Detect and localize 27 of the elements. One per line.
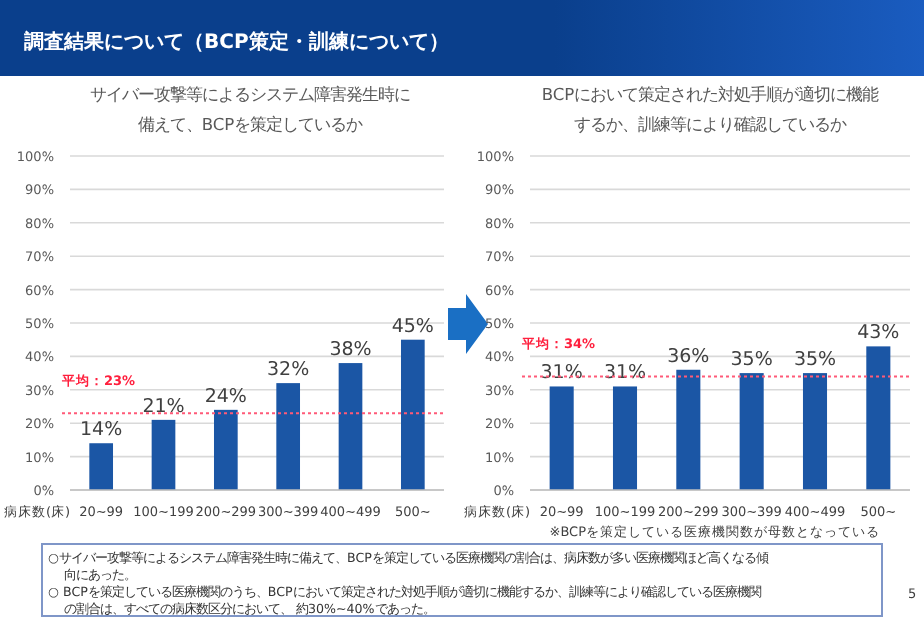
bar [612,386,638,490]
bar [400,339,425,490]
data-label: 35% [793,349,837,372]
data-label: 45% [391,315,434,338]
data-label: 14% [80,419,123,442]
data-label: 31% [540,362,583,385]
data-label: 31% [603,362,647,385]
data-label: 36% [667,345,710,368]
bar [213,409,238,490]
data-label: 21% [142,395,185,418]
bar [802,373,828,490]
data-label: 43% [857,322,900,345]
bar [338,363,363,490]
data-label: 32% [267,359,310,382]
text: 調査結果について（BCP策定・訓練について） [22,30,449,54]
bar [151,419,176,490]
chart-title: サイバー攻撃等によるシステム障害発生時に備えて、BCPを策定しているか [90,84,410,134]
data-label: 35% [730,349,773,372]
bar [676,369,701,490]
bar [739,373,764,490]
bar [89,443,114,490]
bar [866,346,891,490]
bar [276,383,301,490]
data-label: 38% [329,339,372,362]
bar [549,386,574,490]
data-label: 24% [204,385,247,408]
chart-title: BCPにおいて策定された対処手順が適切に機能するか、訓練等により確認しているか [541,84,879,134]
